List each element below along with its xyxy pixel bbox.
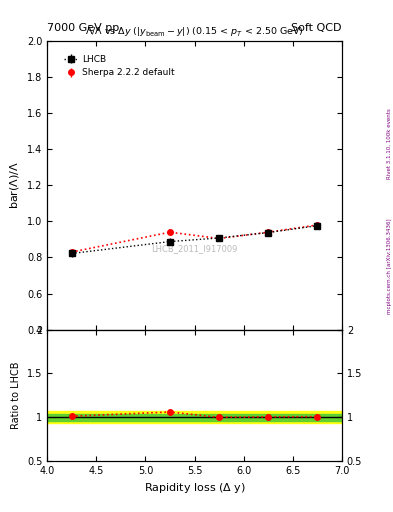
- Text: 7000 GeV pp: 7000 GeV pp: [47, 23, 119, 33]
- Text: Rivet 3.1.10, 100k events: Rivet 3.1.10, 100k events: [387, 108, 392, 179]
- Text: LHCB_2011_I917009: LHCB_2011_I917009: [151, 244, 238, 253]
- Title: $\bar{\Lambda}/\Lambda$ vs $\Delta y$ ($|y_{\mathrm{beam}}-y|$) (0.15 < $p_{T}$ : $\bar{\Lambda}/\Lambda$ vs $\Delta y$ ($…: [85, 25, 304, 39]
- Bar: [47, 414, 342, 420]
- Bar: [47, 411, 342, 423]
- Legend: LHCB, Sherpa 2.2.2 default: LHCB, Sherpa 2.2.2 default: [61, 51, 178, 81]
- Y-axis label: bar($\Lambda$)/$\Lambda$: bar($\Lambda$)/$\Lambda$: [8, 161, 21, 209]
- Text: Soft QCD: Soft QCD: [292, 23, 342, 33]
- Text: mcplots.cern.ch [arXiv:1306.3436]: mcplots.cern.ch [arXiv:1306.3436]: [387, 219, 392, 314]
- Y-axis label: Ratio to LHCB: Ratio to LHCB: [11, 361, 21, 429]
- X-axis label: Rapidity loss ($\Delta$ y): Rapidity loss ($\Delta$ y): [143, 481, 246, 495]
